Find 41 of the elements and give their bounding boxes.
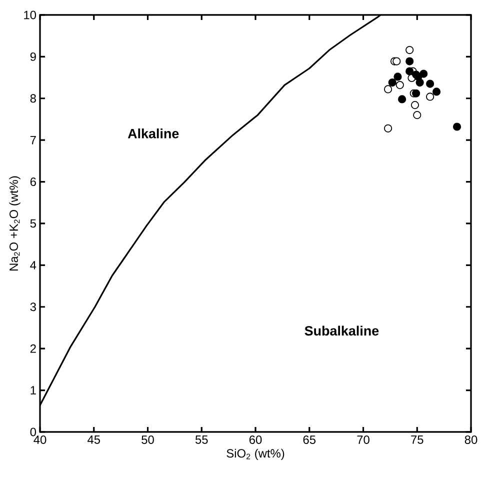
x-tick-label: 80: [464, 436, 478, 444]
point: [406, 67, 414, 76]
x-tick-label: 50: [142, 436, 154, 444]
y-tick-label: 0: [30, 428, 36, 436]
x-tick-label: 75: [411, 436, 424, 444]
x-tick-label: 65: [303, 436, 316, 444]
point: [432, 88, 441, 96]
x-tick-label: 45: [88, 436, 100, 444]
point: [426, 92, 434, 101]
point: [388, 78, 396, 87]
point: [384, 124, 392, 132]
point: [392, 57, 401, 66]
y-tick-label: 8: [30, 94, 36, 103]
x-axis-title: SiO$_{2}$ (wt%): [226, 448, 284, 460]
point: [406, 57, 414, 66]
point: [406, 46, 414, 54]
y-axis-title: Na$_{2}$O +K$_{2}$O (wt%): [9, 176, 20, 270]
y-tick-label: 5: [30, 219, 36, 228]
point: [426, 80, 434, 88]
x-tick-label: 70: [357, 436, 370, 444]
y-tick-label: 4: [30, 261, 36, 270]
annotation: Subalkaline: [304, 326, 379, 336]
x-tick-label: 55: [195, 436, 208, 444]
y-tick-label: 2: [30, 344, 36, 353]
y-tick-label: 3: [30, 302, 36, 312]
point: [413, 111, 422, 120]
point: [384, 85, 392, 94]
point: [394, 72, 402, 81]
point: [452, 122, 462, 131]
point: [412, 89, 420, 98]
x-tick-label: 40: [34, 436, 46, 444]
y-tick-label: 1: [30, 386, 36, 394]
y-tick-label: 7: [30, 136, 36, 144]
point: [398, 95, 406, 104]
y-tick-label: 6: [30, 178, 36, 186]
point: [396, 80, 404, 90]
y-tick-label: 10: [24, 10, 36, 20]
y-tick-label: 9: [30, 52, 36, 61]
annotation: Alkaline: [128, 128, 179, 138]
point: [410, 101, 420, 110]
x-tick-label: 60: [249, 436, 262, 444]
